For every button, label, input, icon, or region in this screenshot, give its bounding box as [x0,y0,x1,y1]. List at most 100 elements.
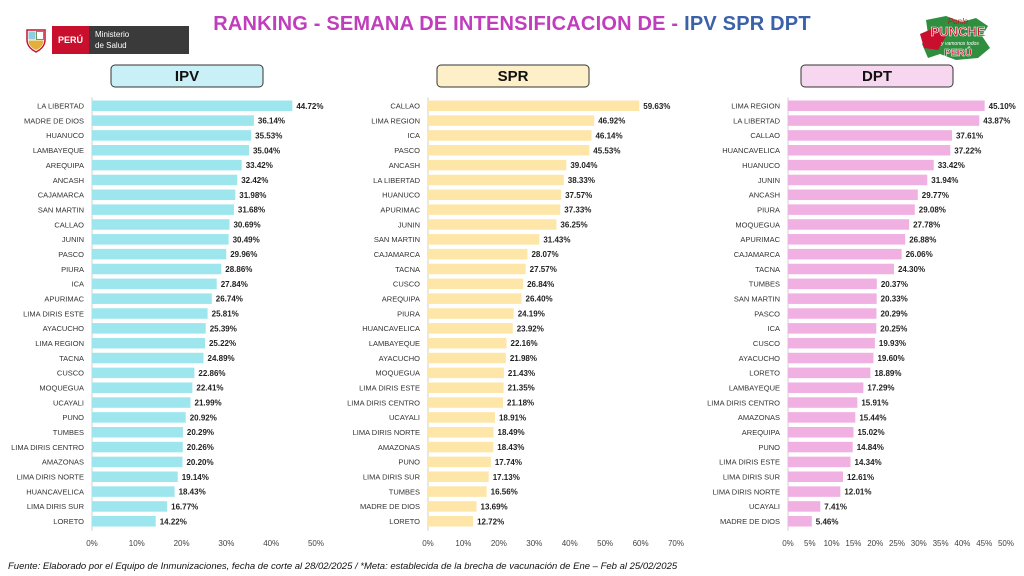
minsa-logo: PERÚ Ministerio de Salud [24,26,190,54]
spr-value-label: 38.33% [568,176,595,185]
spr-category-label: HUANCAVELICA [362,324,420,333]
dpt-tick-label: 10% [824,539,840,548]
spr-bar-la-libertad [428,174,564,186]
dpt-tick-label: 50% [998,539,1014,548]
dpt-category-label: PUNO [758,443,780,452]
dpt-category-label: HUANUCO [742,161,780,170]
dpt-value-label: 19.60% [877,354,904,363]
ipv-value-label: 36.14% [258,117,285,126]
ipv-category-label: SAN MARTIN [38,205,84,214]
ipv-bar-lambayeque [92,145,249,156]
dpt-bar-apurimac [788,234,906,245]
dpt-category-label: MADRE DE DIOS [720,517,780,526]
ipv-category-label: LIMA DIRIS NORTE [17,473,84,482]
dpt-category-label: CAJAMARCA [734,250,780,259]
ipv-category-label: LA LIBERTAD [37,102,84,111]
logo-line2: PUNCHE [931,24,986,39]
spr-tick-label: 0% [422,539,434,548]
dpt-category-label: LIMA DIRIS NORTE [713,487,780,496]
spr-value-label: 24.19% [518,310,545,319]
spr-bar-huanuco [428,189,562,201]
dpt-category-label: SAN MARTIN [734,294,780,303]
ponle-punche-logo: Ponle PUNCHE y vamonos todos PERÚ [920,16,990,60]
ipv-bar-piura [92,263,222,275]
spr-category-label: AYACUCHO [379,354,421,363]
ipv-bar-ucayali [92,397,191,408]
ipv-category-label: PIURA [61,265,84,274]
spr-category-label: LIMA DIRIS ESTE [359,384,420,393]
spr-bar-loreto [428,516,474,527]
dpt-category-label: LIMA DIRIS SUR [723,473,781,482]
ipv-value-label: 25.22% [209,339,236,348]
dpt-value-label: 20.25% [880,324,907,333]
dpt-category-label: ICA [767,324,780,333]
logo-line4: PERÚ [944,46,972,59]
dpt-value-label: 18.89% [874,369,901,378]
dpt-tick-label: 0% [782,539,794,548]
dpt-bar-moquegua [788,219,910,230]
dpt-bar-la-libertad [788,115,980,126]
dpt-bar-arequipa [788,426,854,438]
spr-value-label: 21.35% [508,384,535,393]
spr-bar-cajamarca [428,248,528,260]
dpt-tick-label: 30% [911,539,927,548]
dpt-category-label: LIMA DIRIS ESTE [719,458,780,467]
ipv-value-label: 20.20% [186,458,213,467]
spr-bar-puno [428,456,491,468]
spr-value-label: 45.53% [593,146,620,155]
dpt-bar-lambayeque [788,382,864,393]
ipv-value-label: 25.39% [210,324,237,333]
ipv-category-label: MOQUEGUA [39,384,84,393]
dpt-category-label: PIURA [757,205,780,214]
dpt-bar-cajamarca [788,248,902,260]
dpt-bar-lima-region [788,100,985,111]
spr-category-label: JUNIN [398,220,420,229]
dpt-bar-callao [788,130,952,141]
spr-category-label: PUNO [398,458,420,467]
dpt-value-label: 37.61% [956,131,983,140]
spr-tick-label: 40% [562,539,578,548]
spr-category-label: HUANUCO [382,191,420,200]
dpt-value-label: 43.87% [983,117,1010,126]
spr-value-label: 23.92% [517,324,544,333]
spr-bar-lima-diris-este [428,382,504,393]
spr-bar-huancavelica [428,323,513,334]
spr-category-label: LIMA DIRIS NORTE [353,428,420,437]
ipv-category-label: CAJAMARCA [38,191,84,200]
dpt-bar-huancavelica [788,145,951,156]
spr-tick-label: 60% [633,539,649,548]
ipv-bar-lima-diris-centro [92,441,183,453]
spr-value-label: 21.43% [508,369,535,378]
dpt-value-label: 29.08% [919,206,946,215]
logo-line1: Ponle [948,17,969,26]
dpt-value-label: 14.84% [857,443,884,452]
ipv-value-label: 31.98% [239,191,266,200]
ipv-value-label: 26.74% [216,295,243,304]
ipv-value-label: 20.92% [190,413,217,422]
spr-value-label: 18.49% [498,428,525,437]
ipv-bar-la-libertad [92,100,293,111]
spr-value-label: 37.33% [564,206,591,215]
ipv-bar-madre-de-dios [92,115,254,126]
spr-tick-label: 30% [526,539,542,548]
spr-category-label: TUMBES [389,487,420,496]
ipv-value-label: 20.26% [187,443,214,452]
spr-category-label: APURIMAC [380,205,420,214]
ipv-value-label: 22.41% [196,384,223,393]
spr-value-label: 22.16% [511,339,538,348]
spr-value-label: 18.91% [499,413,526,422]
spr-category-label: CAJAMARCA [374,250,420,259]
spr-bar-tacna [428,263,526,275]
ipv-category-label: AREQUIPA [46,161,84,170]
spr-category-label: PASCO [394,146,420,155]
spr-bar-lima-region [428,115,595,126]
ipv-category-label: JUNIN [62,235,84,244]
ipv-bar-tumbes [92,426,183,438]
spr-value-label: 31.43% [543,235,570,244]
dpt-value-label: 15.44% [859,413,886,422]
ipv-category-label: HUANCAVELICA [26,487,84,496]
title-part2: IPV SPR DPT [684,13,811,35]
ipv-value-label: 16.77% [171,502,198,511]
spr-category-label: SAN MARTIN [374,235,420,244]
dpt-bar-tumbes [788,278,877,290]
